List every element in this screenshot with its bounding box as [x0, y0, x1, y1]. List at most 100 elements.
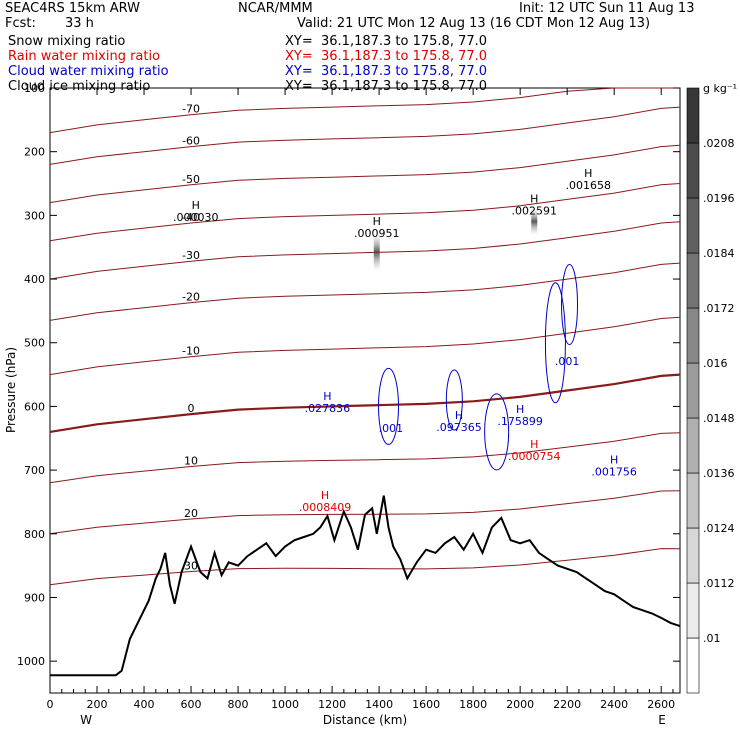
colorbar-segment — [686, 472, 700, 529]
maximum-value: .002591 — [512, 205, 558, 218]
maximum-marker: H — [192, 199, 200, 212]
terrain-line — [50, 495, 681, 677]
cloud-water-contour — [378, 367, 400, 445]
x-tick-label: 800 — [228, 698, 249, 711]
y-tick-label: 400 — [24, 273, 45, 286]
colorbar-label: .0124 — [703, 522, 735, 535]
x-tick-label: 600 — [181, 698, 202, 711]
colorbar-label: .0136 — [703, 467, 735, 480]
y-tick-label: 700 — [24, 464, 45, 477]
temperature-contour-label: -50 — [182, 173, 200, 186]
maximum-marker: H — [530, 193, 538, 206]
maximum-marker: H — [530, 438, 538, 451]
maximum-value: .0008409 — [299, 501, 352, 514]
y-tick-label: 200 — [24, 146, 45, 159]
field-name-cloud-water: Cloud water mixing ratio — [8, 64, 169, 79]
temperature-contour — [49, 144, 681, 204]
colorbar-segment — [686, 87, 700, 144]
x-tick-label: 0 — [47, 698, 54, 711]
field-xy-cloud-water: XY= 36.1,187.3 to 175.8, 77.0 — [285, 64, 488, 79]
snow-mixing-shading — [531, 209, 538, 234]
x-tick-label: 1400 — [365, 698, 393, 711]
x-tick-label: 2200 — [553, 698, 581, 711]
colorbar-segment — [686, 142, 700, 199]
organization: NCAR/MMM — [238, 1, 313, 16]
colorbar-label: .0148 — [703, 412, 735, 425]
field-name-snow: Snow mixing ratio — [8, 34, 126, 49]
colorbar-segment — [686, 252, 700, 309]
y-tick-label: 300 — [24, 209, 45, 222]
temperature-contour-label: -20 — [182, 291, 200, 304]
x-tick-label: 2600 — [647, 698, 675, 711]
maximum-marker: H — [516, 403, 524, 416]
maximum-marker: H — [455, 409, 463, 422]
maximum-value: .175899 — [497, 415, 543, 428]
maximum-marker: H — [321, 489, 329, 502]
cloud-contour-label: .001 — [555, 355, 580, 368]
colorbar-segment — [686, 362, 700, 419]
init-time: Init: 12 UTC Sun 11 Aug 13 — [519, 1, 695, 16]
cloud-water-contour — [561, 264, 579, 346]
field-name-cloud-ice: Cloud ice mixing ratio — [8, 79, 151, 94]
colorbar-label: .01 — [703, 632, 721, 645]
forecast-hours: 33 h — [65, 16, 94, 31]
x-tick-label: 1200 — [318, 698, 346, 711]
y-axis-title: Pressure (hPa) — [4, 347, 18, 433]
colorbar-segment — [686, 527, 700, 584]
colorbar-segment — [686, 582, 700, 639]
temperature-contour — [49, 548, 681, 586]
temperature-contour — [49, 87, 680, 134]
maximum-value: .027836 — [305, 402, 351, 415]
temperature-contour — [49, 262, 681, 321]
y-tick-label: 1000 — [17, 655, 45, 668]
maximum-value: .000951 — [354, 227, 400, 240]
maximum-value: .097365 — [436, 421, 482, 434]
y-tick-label: 500 — [24, 337, 45, 350]
temperature-contour-label: 0 — [188, 402, 195, 415]
x-tick-label: 200 — [87, 698, 108, 711]
x-tick-label: 1000 — [271, 698, 299, 711]
y-tick-label: 100 — [24, 82, 45, 95]
maximum-value: .0000754 — [508, 450, 561, 463]
field-xy-cloud-ice: XY= 36.1,187.3 to 175.8, 77.0 — [285, 79, 488, 94]
temperature-contour-label: 30 — [184, 559, 198, 572]
temperature-contour-label: -60 — [182, 135, 200, 148]
maximum-value: .000030 — [173, 211, 219, 224]
maximum-value: .001756 — [591, 466, 637, 479]
colorbar-unit: g kg⁻¹ — [703, 82, 737, 95]
cloud-water-contour — [484, 393, 510, 471]
field-xy-snow: XY= 36.1,187.3 to 175.8, 77.0 — [285, 34, 488, 49]
temperature-contour-label: -70 — [182, 103, 200, 116]
field-name-rain: Rain water mixing ratio — [8, 49, 161, 64]
temperature-contour-label: -40 — [182, 211, 200, 224]
temperature-contour-label: -30 — [182, 249, 200, 262]
colorbar-segment — [686, 197, 700, 254]
west-label: W — [80, 713, 92, 727]
y-tick-label: 800 — [24, 528, 45, 541]
maximum-marker: H — [610, 454, 618, 467]
temperature-contour — [49, 490, 681, 535]
temperature-contour — [49, 373, 681, 433]
plot-frame — [49, 87, 681, 694]
temperature-contour — [49, 316, 681, 376]
cloud-water-contour — [544, 282, 566, 404]
colorbar-label: .0184 — [703, 247, 735, 260]
x-tick-label: 2000 — [506, 698, 534, 711]
maximum-value: .001658 — [566, 179, 612, 192]
colorbar-label: .0112 — [703, 577, 735, 590]
x-axis-title: Distance (km) — [323, 713, 407, 727]
snow-mixing-shading — [373, 234, 380, 270]
colorbar-label: .016 — [703, 357, 728, 370]
field-xy-rain: XY= 36.1,187.3 to 175.8, 77.0 — [285, 49, 488, 64]
x-tick-label: 1800 — [459, 698, 487, 711]
temperature-contour-label: 10 — [184, 455, 198, 468]
temperature-contour-label: 20 — [184, 507, 198, 520]
temperature-contour — [49, 183, 681, 242]
maximum-marker: H — [584, 167, 592, 180]
x-tick-label: 1600 — [412, 698, 440, 711]
east-label: E — [658, 713, 666, 727]
cloud-contour-label: .001 — [379, 422, 404, 435]
colorbar-segment — [686, 417, 700, 474]
maximum-marker: H — [323, 390, 331, 403]
